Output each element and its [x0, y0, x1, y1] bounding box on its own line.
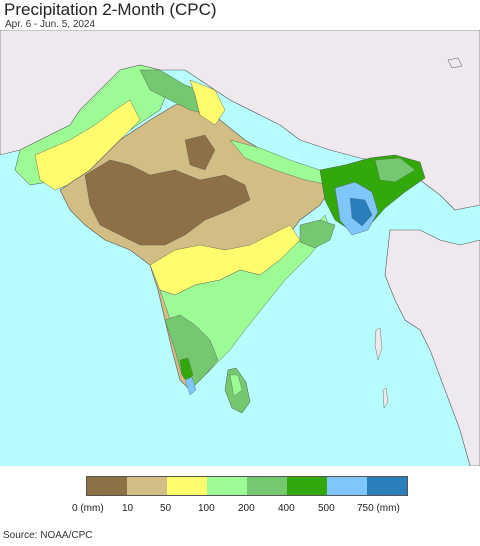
region-ghats: [164, 314, 219, 389]
region-kerala-blue: [184, 376, 197, 396]
region-northeast-lightgreen: [374, 157, 416, 183]
region-dry-north: [184, 134, 216, 171]
andaman-islands: [374, 327, 383, 361]
legend-swatch: [367, 477, 407, 495]
legend-swatch: [87, 477, 127, 495]
legend-label: 200: [238, 503, 255, 514]
legend-swatch: [287, 477, 327, 495]
legend-label: 750 (mm): [357, 503, 400, 514]
legend-label: 50: [160, 503, 172, 514]
region-himalaya-yellow: [189, 79, 226, 126]
legend-swatch: [247, 477, 287, 495]
land-east: [384, 229, 480, 466]
region-bangladesh-heavy: [349, 197, 373, 227]
precipitation-map: [0, 30, 480, 466]
source-credit: Source: NOAA/CPC: [3, 530, 93, 541]
legend-swatch: [327, 477, 367, 495]
region-west-yellow: [34, 99, 141, 191]
nicobar-islands: [382, 387, 389, 409]
region-sri-lanka-wet: [229, 374, 243, 397]
legend-label: 0 (mm): [72, 503, 104, 514]
map-date-range: Apr. 6 - Jun. 5, 2024: [5, 19, 96, 30]
legend-label: 500: [318, 503, 335, 514]
legend-swatch: [207, 477, 247, 495]
region-east-coast: [299, 219, 336, 249]
region-dry-core: [84, 159, 251, 246]
legend-label: 10: [122, 503, 134, 514]
island-east: [447, 57, 463, 69]
legend-label: 400: [278, 503, 295, 514]
map-title: Precipitation 2-Month (CPC): [4, 0, 217, 19]
color-legend: [86, 476, 408, 496]
legend-label: 100: [198, 503, 215, 514]
legend-swatch: [167, 477, 207, 495]
legend-swatch: [127, 477, 167, 495]
legend-labels: 0 (mm) 10 50 100 200 400 500 750 (mm): [0, 503, 480, 517]
